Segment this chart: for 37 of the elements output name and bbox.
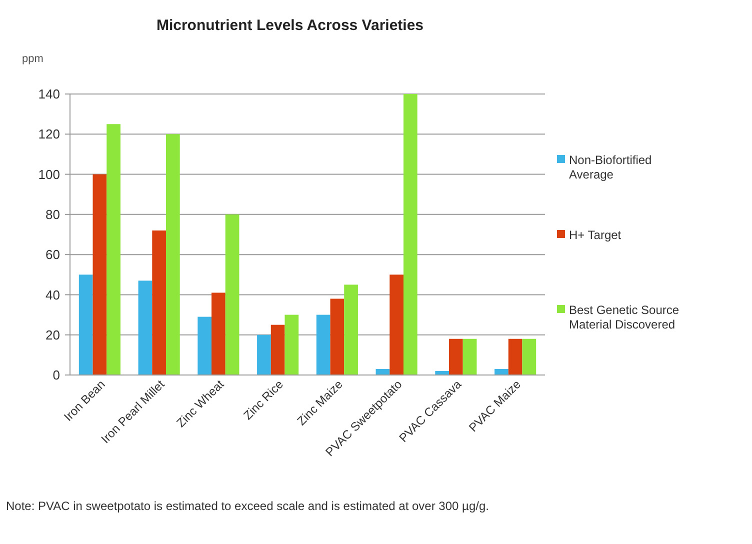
y-tick-label: 0 (52, 368, 60, 383)
bar (92, 174, 107, 375)
y-tick-label: 60 (46, 247, 60, 262)
legend-label: H+ Target (569, 228, 622, 242)
bar (330, 298, 344, 375)
legend-label: Non-Biofortified Average (569, 153, 652, 182)
bar (494, 368, 508, 375)
bar (152, 230, 166, 375)
bar (166, 134, 180, 375)
y-tick-label: 120 (38, 126, 60, 142)
y-tick-label: 20 (46, 327, 60, 342)
bar (284, 314, 299, 375)
bar (106, 124, 120, 375)
x-tick-label: Zinc Rice (240, 376, 286, 422)
y-tick-label: 140 (38, 86, 60, 102)
bar (390, 274, 404, 375)
y-axis-title: ppm (22, 53, 44, 65)
bar (212, 292, 226, 375)
bar (198, 316, 212, 375)
bar (403, 94, 418, 375)
text: Note: PVAC in sweetpotato is estimated to exceed scale and is estimated at over 300 µg/g. (6, 499, 489, 513)
bar (225, 214, 240, 375)
y-tick-label: 100 (38, 166, 60, 182)
bar (138, 280, 152, 375)
bar (508, 338, 522, 375)
legend-label: Best Genetic Source Material Discovered (569, 303, 680, 332)
bar (78, 274, 93, 375)
bar (344, 284, 358, 375)
bar (316, 314, 330, 375)
bar (522, 338, 536, 375)
bar (270, 324, 285, 375)
y-tick-label: 40 (46, 287, 60, 302)
y-tick-label: 80 (46, 206, 60, 222)
bar (257, 334, 271, 375)
bar (462, 338, 477, 375)
chart-title: Micronutrient Levels Across Varieties (156, 17, 424, 34)
bar (449, 338, 463, 375)
